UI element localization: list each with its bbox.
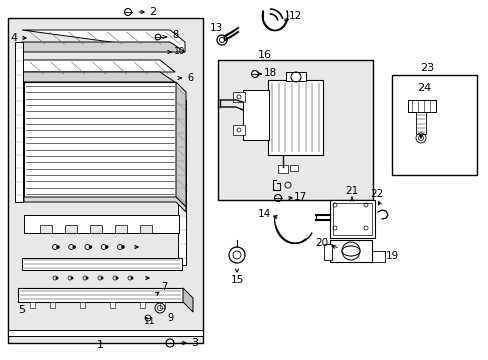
Text: 17: 17 bbox=[293, 192, 306, 202]
Text: 6: 6 bbox=[186, 73, 193, 83]
Text: 1: 1 bbox=[96, 340, 103, 350]
Text: 16: 16 bbox=[258, 50, 271, 60]
Bar bbox=[232, 92, 244, 102]
Circle shape bbox=[101, 277, 103, 279]
Bar bbox=[24, 215, 179, 233]
Bar bbox=[218, 60, 372, 200]
Circle shape bbox=[89, 246, 92, 248]
Text: 23: 23 bbox=[419, 63, 433, 73]
Polygon shape bbox=[22, 42, 184, 52]
Bar bbox=[178, 100, 185, 265]
Polygon shape bbox=[24, 197, 185, 212]
Text: 19: 19 bbox=[385, 251, 398, 261]
Bar bbox=[40, 225, 52, 233]
Text: 20: 20 bbox=[315, 238, 328, 248]
Circle shape bbox=[73, 246, 76, 248]
Bar bbox=[110, 302, 115, 308]
Text: 8: 8 bbox=[172, 30, 178, 40]
Bar bbox=[289, 165, 297, 171]
Text: 24: 24 bbox=[416, 83, 430, 93]
Polygon shape bbox=[176, 82, 185, 207]
Circle shape bbox=[85, 277, 88, 279]
Polygon shape bbox=[22, 30, 184, 52]
Bar bbox=[160, 302, 164, 308]
Text: 11: 11 bbox=[144, 318, 156, 327]
Bar bbox=[232, 125, 244, 135]
Text: 12: 12 bbox=[288, 11, 301, 21]
Bar bbox=[22, 258, 182, 270]
Bar bbox=[8, 330, 203, 336]
Circle shape bbox=[71, 277, 73, 279]
Bar bbox=[90, 225, 102, 233]
Bar bbox=[285, 72, 305, 81]
Polygon shape bbox=[22, 72, 175, 82]
Text: 5: 5 bbox=[19, 305, 25, 315]
Circle shape bbox=[56, 277, 58, 279]
Bar bbox=[329, 240, 371, 262]
Polygon shape bbox=[183, 288, 193, 312]
Text: 18: 18 bbox=[263, 68, 276, 78]
Circle shape bbox=[130, 277, 133, 279]
Bar bbox=[115, 225, 127, 233]
Text: 10: 10 bbox=[174, 46, 185, 55]
Circle shape bbox=[57, 246, 60, 248]
Text: 21: 21 bbox=[345, 186, 358, 196]
Circle shape bbox=[105, 246, 108, 248]
Bar bbox=[8, 18, 203, 343]
Text: 4: 4 bbox=[10, 33, 18, 43]
Text: 9: 9 bbox=[166, 313, 173, 323]
Bar bbox=[391, 75, 476, 175]
Bar bbox=[278, 165, 287, 173]
Bar bbox=[243, 90, 268, 140]
Bar bbox=[30, 302, 35, 308]
Bar bbox=[407, 100, 435, 112]
Bar bbox=[324, 244, 331, 260]
Polygon shape bbox=[22, 60, 175, 72]
Bar bbox=[18, 288, 183, 302]
Bar bbox=[332, 203, 371, 235]
Circle shape bbox=[121, 246, 124, 248]
Bar bbox=[140, 225, 152, 233]
Text: 7: 7 bbox=[161, 282, 167, 292]
Bar bbox=[140, 302, 145, 308]
Text: 14: 14 bbox=[257, 209, 270, 219]
Text: 22: 22 bbox=[369, 189, 383, 199]
Text: 2: 2 bbox=[149, 7, 156, 17]
Circle shape bbox=[116, 277, 118, 279]
Bar bbox=[80, 302, 85, 308]
Bar bbox=[329, 200, 374, 238]
Bar bbox=[415, 112, 425, 134]
Bar bbox=[65, 225, 77, 233]
Bar bbox=[267, 80, 323, 155]
Bar bbox=[50, 302, 55, 308]
Text: 15: 15 bbox=[230, 275, 243, 285]
Bar bbox=[15, 42, 23, 202]
Text: 3: 3 bbox=[191, 338, 198, 348]
Text: 13: 13 bbox=[209, 23, 222, 33]
Bar bbox=[24, 82, 176, 197]
Ellipse shape bbox=[341, 246, 359, 256]
